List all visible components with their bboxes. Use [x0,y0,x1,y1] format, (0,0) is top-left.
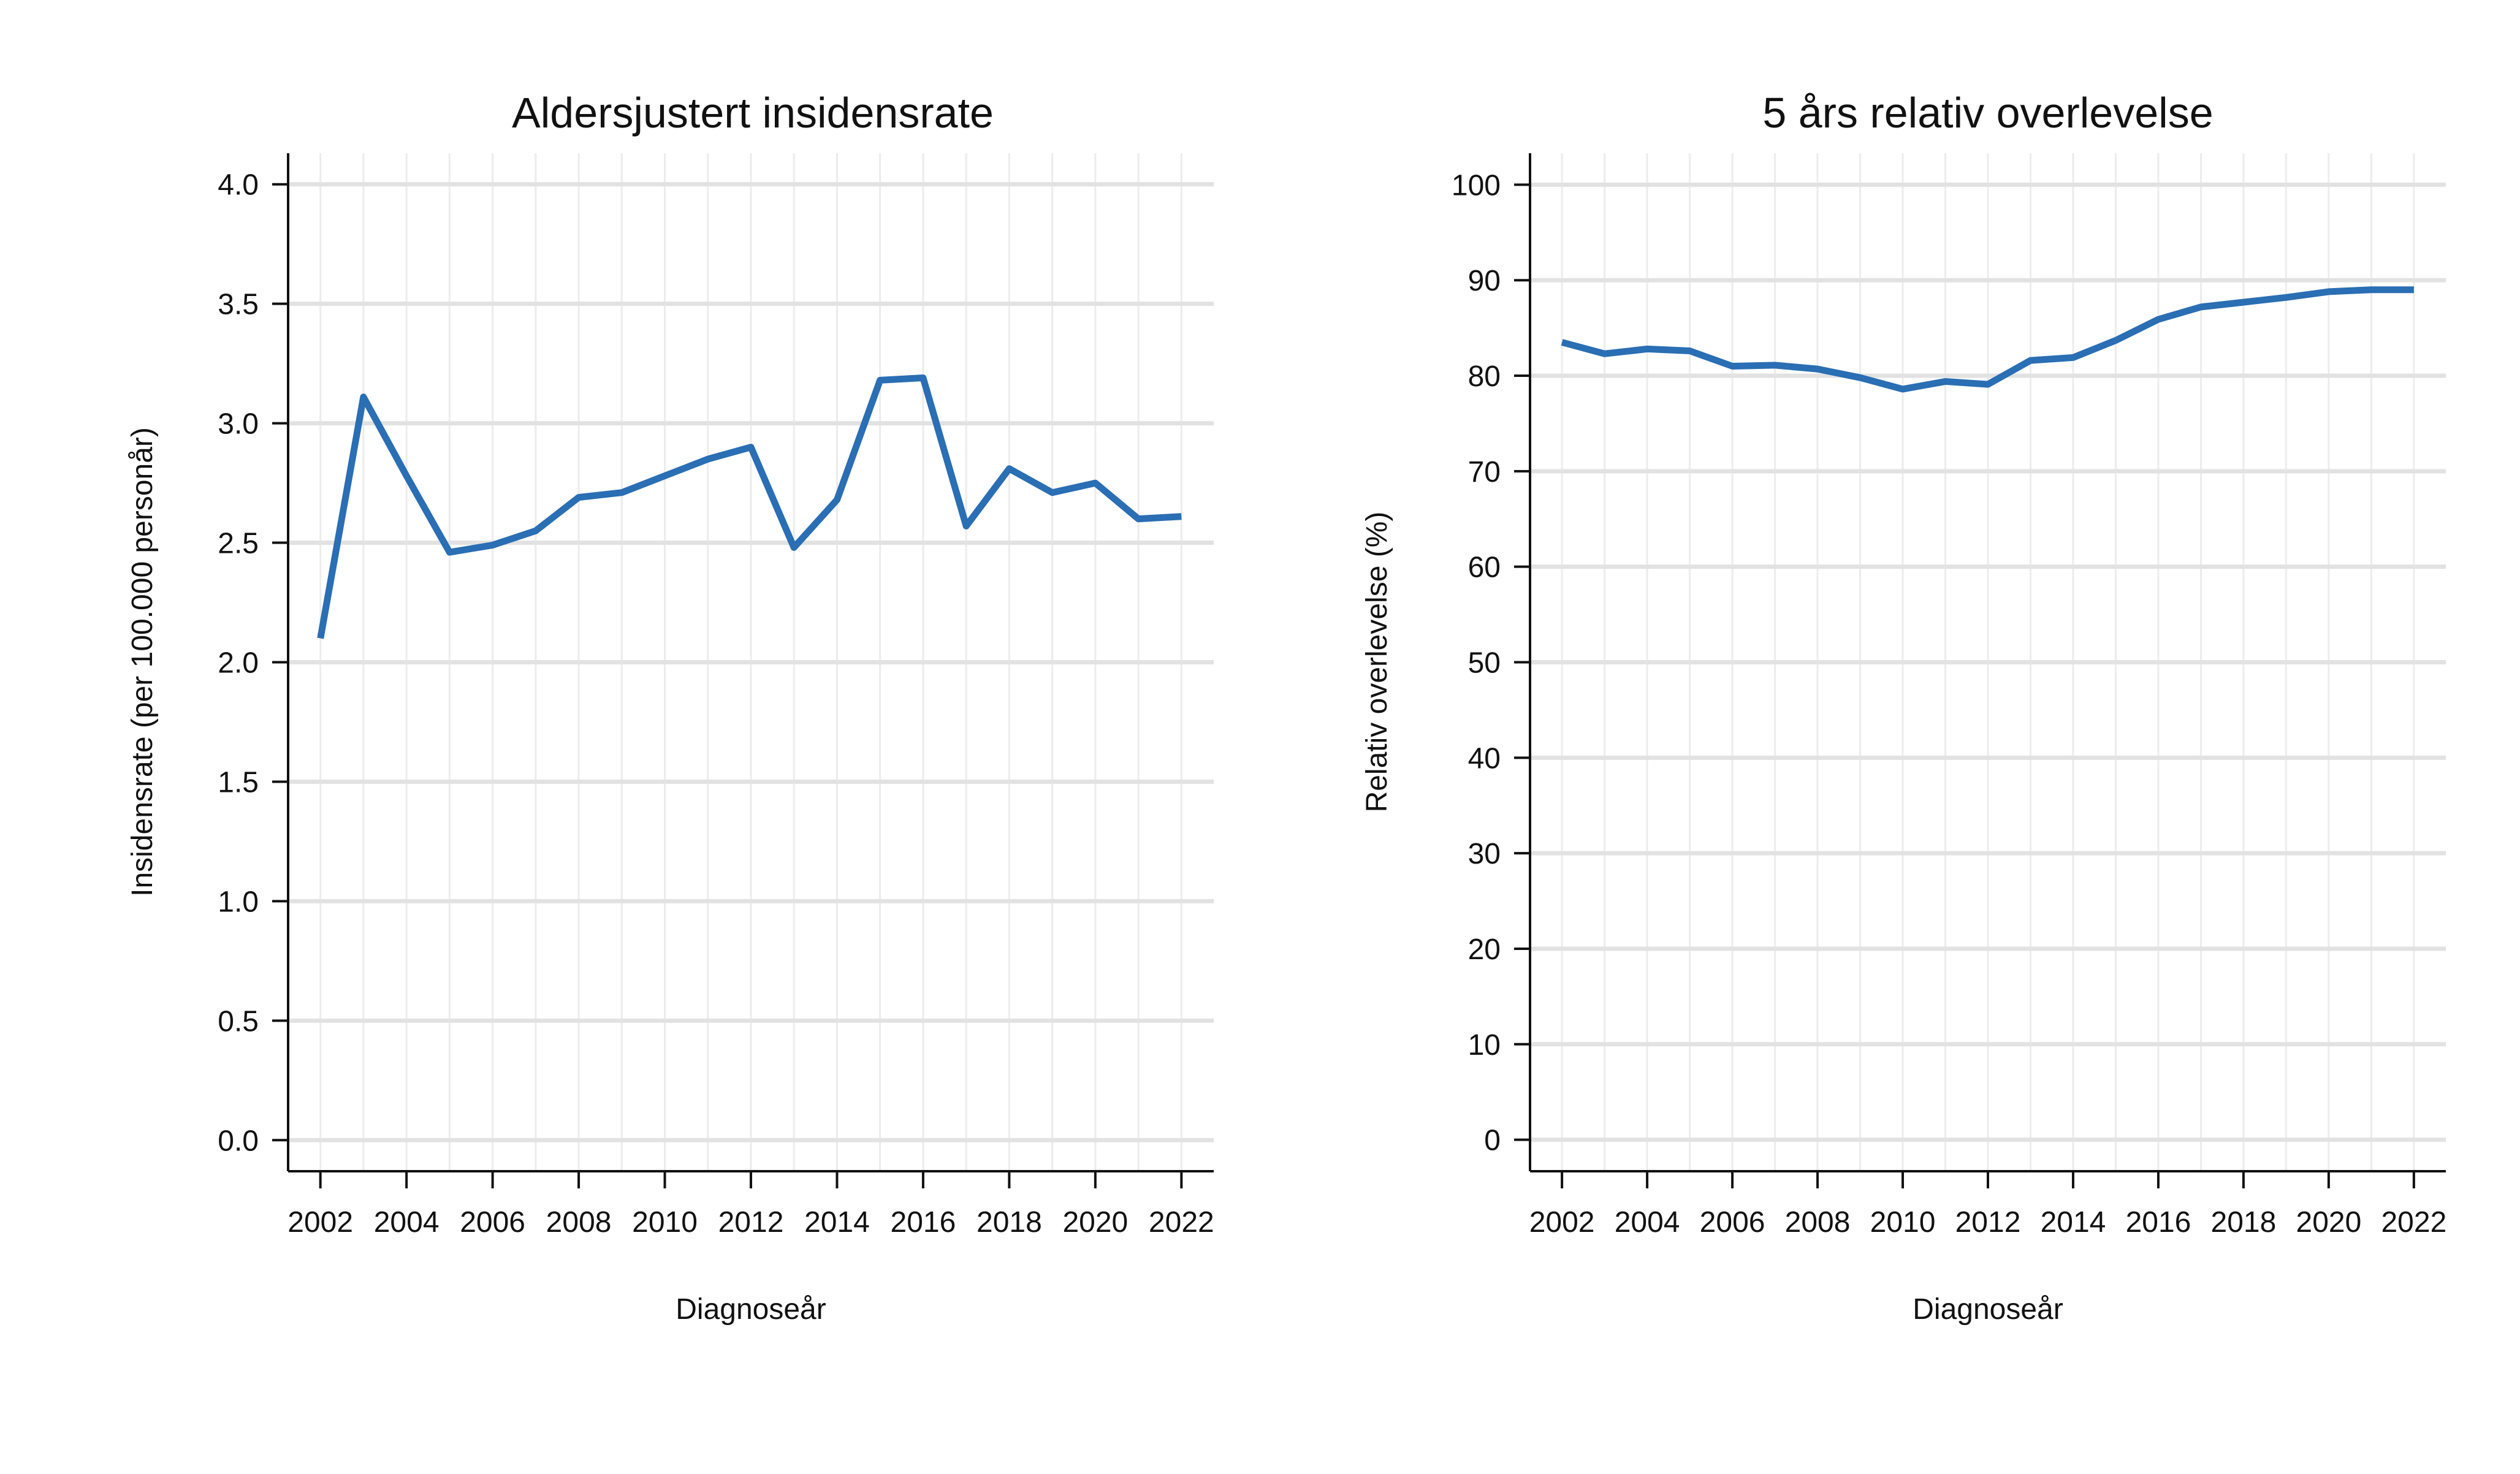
x-tick-label: 2002 [1529,1206,1595,1239]
x-axis-label: Diagnoseår [676,1293,826,1326]
y-tick-label: 2.0 [218,647,259,680]
y-tick-label: 0.0 [218,1125,259,1157]
y-tick-label: 3.5 [218,289,259,321]
x-tick-label: 2006 [460,1206,525,1239]
x-tick-label: 2008 [546,1206,612,1239]
chart-panel-incidence: Aldersjustert insidensrate Diagnoseår In… [126,89,1214,1326]
y-tick-label: 60 [1468,552,1501,584]
y-tick-label: 50 [1468,647,1501,680]
x-tick-label: 2004 [374,1206,440,1239]
y-tick-label: 1.5 [218,766,259,799]
series-line [1561,286,2414,393]
y-tick-label: 3.0 [218,408,259,441]
y-axis-label: Insidensrate (per 100.000 personår) [126,427,159,897]
y-tick-label: 0.5 [218,1005,259,1038]
y-tick-label: 2.5 [218,528,259,560]
y-tick-label: 1.0 [218,886,259,918]
grid [288,153,1214,1171]
x-tick-label: 2016 [2126,1206,2191,1239]
y-tick-label: 30 [1468,838,1501,870]
y-tick-label: 80 [1468,360,1501,393]
y-tick-label: 100 [1452,169,1501,202]
x-tick-label: 2020 [2296,1206,2362,1239]
x-tick-label: 2018 [2211,1206,2277,1239]
x-tick-label: 2004 [1615,1206,1680,1239]
chart-panel-survival: 5 års relativ overlevelse Diagnoseår Rel… [1361,89,2446,1326]
x-tick-label: 2018 [976,1206,1042,1239]
y-tick-label: 20 [1468,933,1501,966]
x-tick-label: 2022 [2381,1206,2446,1239]
series-line [317,374,1182,639]
x-tick-label: 2016 [891,1206,956,1239]
x-axis-label: Diagnoseår [1913,1293,2063,1326]
y-tick-label: 0 [1484,1125,1501,1157]
chart-title: Aldersjustert insidensrate [512,89,994,137]
x-tick-label: 2010 [632,1206,698,1239]
x-tick-label: 2006 [1700,1206,1765,1239]
y-tick-label: 40 [1468,742,1501,775]
chart-title: 5 års relativ overlevelse [1762,89,2213,137]
x-tick-label: 2014 [804,1206,870,1239]
y-tick-label: 70 [1468,456,1501,488]
y-tick-label: 4.0 [218,169,259,202]
x-tick-label: 2008 [1785,1206,1851,1239]
x-tick-label: 2012 [718,1206,784,1239]
x-tick-label: 2022 [1149,1206,1214,1239]
x-tick-label: 2002 [287,1206,353,1239]
grid [1530,153,2446,1171]
x-tick-label: 2014 [2041,1206,2106,1239]
y-tick-label: 90 [1468,265,1501,297]
y-axis-label: Relativ overlevelse (%) [1361,512,1393,813]
x-tick-label: 2010 [1870,1206,1936,1239]
y-tick-label: 10 [1468,1029,1501,1062]
x-tick-label: 2020 [1062,1206,1128,1239]
x-tick-label: 2012 [1955,1206,2021,1239]
